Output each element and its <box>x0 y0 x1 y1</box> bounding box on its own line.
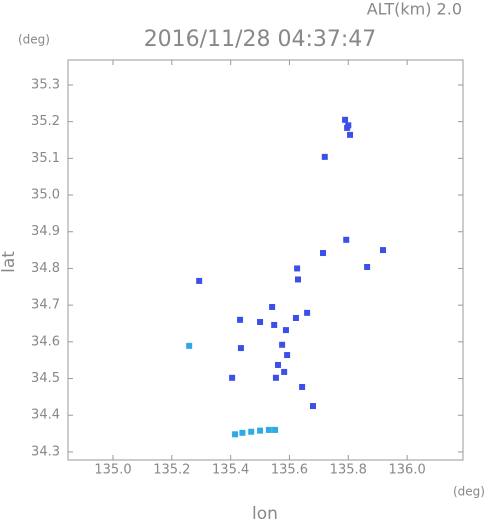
echo-point <box>196 277 203 284</box>
echo-point <box>275 361 281 368</box>
echo-point <box>186 342 193 349</box>
echo-point <box>237 316 244 323</box>
echo-point <box>364 263 371 270</box>
echo-point <box>304 309 311 316</box>
echo-point <box>281 368 288 375</box>
y-tick-label: 34.9 <box>31 224 60 239</box>
x-tick-label: 135.6 <box>271 463 308 478</box>
echo-point <box>282 327 289 334</box>
echo-point <box>294 265 301 272</box>
y-tick-label: 34.4 <box>31 408 60 423</box>
echo-point <box>257 427 264 434</box>
echo-point <box>343 236 350 243</box>
echo-point <box>292 314 299 321</box>
x-tick-label: 135.4 <box>212 463 249 478</box>
x-tick-label: 136.0 <box>389 463 426 478</box>
y-tick-label: 35.2 <box>31 114 60 129</box>
echo-point <box>248 428 255 435</box>
x-tick-label: 135.0 <box>94 463 131 478</box>
echo-point <box>342 116 349 123</box>
echo-point <box>299 383 306 390</box>
plot-frame <box>67 59 464 461</box>
y-tick-label: 35.3 <box>31 77 60 92</box>
echo-point <box>320 250 326 257</box>
x-tick-label: 135.2 <box>153 463 190 478</box>
y-tick-label: 34.3 <box>31 444 60 459</box>
echo-point <box>345 122 352 129</box>
echo-point <box>269 303 276 310</box>
y-unit: (deg) <box>18 33 50 47</box>
x-unit: (deg) <box>453 485 485 499</box>
echo-point <box>279 341 286 348</box>
echo-point <box>380 247 386 254</box>
altitude-label: ALT(km) 2.0 <box>367 0 462 19</box>
y-tick-label: 35.1 <box>31 151 60 166</box>
y-tick-label: 35.0 <box>31 188 60 203</box>
echo-point <box>347 131 354 138</box>
echo-point <box>310 403 316 410</box>
x-axis-label: lon <box>252 504 278 521</box>
echo-point <box>272 374 279 381</box>
echo-point <box>271 321 278 328</box>
echo-point <box>295 276 301 283</box>
echo-point <box>239 429 246 436</box>
echo-point <box>232 431 239 438</box>
echo-point <box>265 426 272 433</box>
y-tick-label: 34.5 <box>31 371 60 386</box>
x-tick-label: 135.8 <box>330 463 367 478</box>
echo-point <box>229 374 236 381</box>
echo-point <box>284 352 291 359</box>
y-axis-label: lat <box>0 251 19 273</box>
echo-point <box>257 319 264 326</box>
echo-point <box>321 153 328 160</box>
y-tick-label: 34.7 <box>31 298 60 313</box>
echo-point <box>237 345 244 352</box>
y-tick-label: 34.8 <box>31 261 60 276</box>
echo-point <box>272 426 279 433</box>
chart-title: 2016/11/28 04:37:47 <box>144 27 377 52</box>
y-tick-label: 34.6 <box>31 334 60 349</box>
